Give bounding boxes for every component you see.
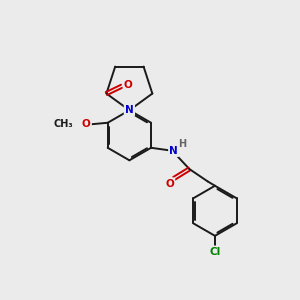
Text: H: H — [178, 139, 187, 149]
Text: Cl: Cl — [209, 247, 220, 257]
Text: N: N — [169, 146, 178, 156]
Text: N: N — [125, 105, 134, 115]
Text: CH₃: CH₃ — [54, 119, 73, 129]
Text: O: O — [165, 179, 174, 189]
Text: O: O — [82, 119, 91, 129]
Text: O: O — [124, 80, 133, 90]
